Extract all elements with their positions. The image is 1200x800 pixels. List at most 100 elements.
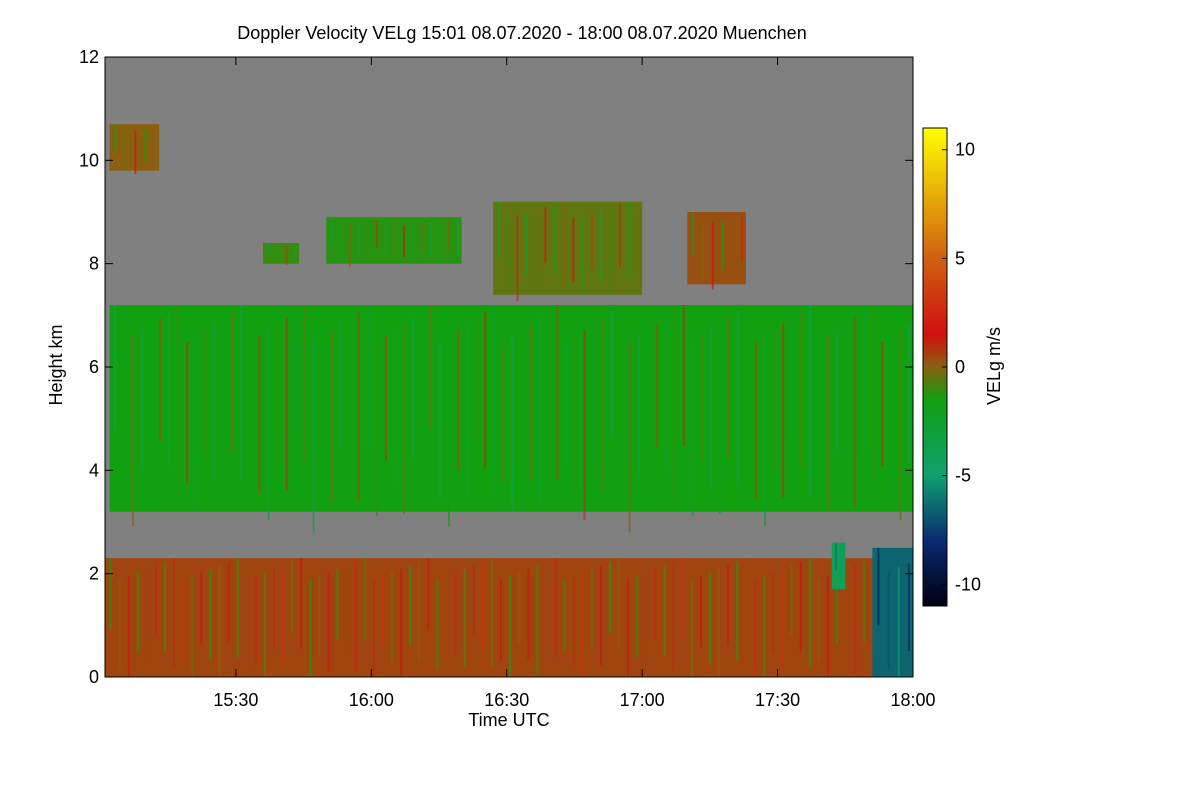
region-streak xyxy=(545,561,548,643)
region-streak xyxy=(610,311,613,436)
x-tick-label: 15:30 xyxy=(213,690,258,710)
region-streak xyxy=(637,218,640,275)
region-streak xyxy=(899,329,902,520)
region-streak xyxy=(516,215,519,302)
region-streak xyxy=(348,224,351,267)
y-tick-label: 4 xyxy=(89,460,99,480)
region-streak xyxy=(472,565,475,637)
region-streak xyxy=(393,217,396,260)
region-streak xyxy=(745,305,748,429)
region-streak xyxy=(132,336,135,527)
region-streak xyxy=(294,311,297,436)
region-streak xyxy=(854,565,857,675)
region-streak xyxy=(782,323,785,498)
region-streak xyxy=(547,311,550,452)
colorbar-tick-label: 0 xyxy=(955,357,965,377)
region-streak xyxy=(236,558,239,658)
region-streak xyxy=(222,317,225,508)
region-streak xyxy=(619,305,622,463)
region-streak xyxy=(204,329,207,454)
region-streak xyxy=(525,212,528,277)
region-streak xyxy=(191,575,194,676)
region-streak xyxy=(195,336,198,510)
region-streak xyxy=(381,575,384,648)
region-streak xyxy=(339,323,342,448)
region-streak xyxy=(430,305,433,429)
region-streak xyxy=(345,565,348,656)
region-streak xyxy=(294,245,297,260)
region-streak xyxy=(500,579,503,661)
region-streak xyxy=(418,561,421,662)
region-streak xyxy=(590,212,593,269)
region-streak xyxy=(145,568,148,669)
region-streak xyxy=(673,311,676,502)
region-streak xyxy=(109,558,112,630)
region-streak xyxy=(581,215,584,294)
region-streak xyxy=(672,561,675,672)
region-streak xyxy=(654,568,657,641)
region-streak xyxy=(402,323,405,514)
region-streak xyxy=(736,561,739,662)
x-tick-label: 16:30 xyxy=(484,690,529,710)
region-streak xyxy=(411,317,414,458)
region-streak xyxy=(799,561,802,653)
region-streak xyxy=(863,561,866,643)
region-streak xyxy=(159,317,162,442)
region-body xyxy=(262,243,300,264)
region-streak xyxy=(511,336,514,510)
region-streak xyxy=(263,572,266,677)
region-streak xyxy=(218,565,221,675)
region-streak xyxy=(854,317,857,508)
region-streak xyxy=(618,204,621,268)
region-streak xyxy=(227,561,230,643)
region-streak xyxy=(529,323,532,481)
region-streak xyxy=(727,317,730,458)
region-cirrus-layer-1 xyxy=(109,124,160,174)
region-streak xyxy=(186,342,189,483)
region-streak xyxy=(565,342,568,467)
region-streak xyxy=(303,305,306,463)
region-streak xyxy=(817,579,820,661)
x-axis-label: Time UTC xyxy=(468,710,549,730)
region-streak xyxy=(609,207,612,293)
region-streak xyxy=(409,565,412,647)
region-streak xyxy=(348,317,351,475)
region-streak xyxy=(818,342,821,483)
region-streak xyxy=(357,222,360,255)
region-streak xyxy=(384,218,387,254)
region-streak xyxy=(484,311,487,469)
region-mid-level-cloud xyxy=(109,305,913,533)
y-axis: 0 2 4 6 8 10 12 xyxy=(79,47,913,687)
region-streak xyxy=(835,542,838,571)
region-streak xyxy=(809,305,812,496)
region-streak xyxy=(164,561,167,653)
region-streak xyxy=(772,572,775,654)
region-streak xyxy=(457,217,460,257)
region-streak xyxy=(267,243,270,256)
region-streak xyxy=(781,568,784,669)
region-streak xyxy=(877,547,880,626)
y-axis-label: Height km xyxy=(46,324,66,405)
region-streak xyxy=(628,342,631,533)
region-streak xyxy=(254,575,257,667)
region-streak xyxy=(127,575,130,677)
region-cirrus-layer-4 xyxy=(493,201,643,302)
region-streak xyxy=(572,575,575,667)
region-streak xyxy=(363,558,366,639)
region-streak xyxy=(309,579,312,677)
region-streak xyxy=(366,305,369,446)
region-streak xyxy=(463,568,466,669)
region-streak xyxy=(213,323,216,481)
region-streak xyxy=(790,565,793,637)
region-streak xyxy=(384,336,387,460)
region-streak xyxy=(436,579,439,670)
region-streak xyxy=(375,219,378,248)
region-streak xyxy=(690,579,693,677)
region-streak xyxy=(808,558,811,668)
region-streak xyxy=(123,342,126,500)
region-streak xyxy=(721,220,724,270)
region-streak xyxy=(400,568,403,677)
colorbar-ticks: 10 5 0 -5 -10 xyxy=(942,140,981,594)
region-streak xyxy=(318,575,321,657)
region-streak xyxy=(708,572,711,663)
